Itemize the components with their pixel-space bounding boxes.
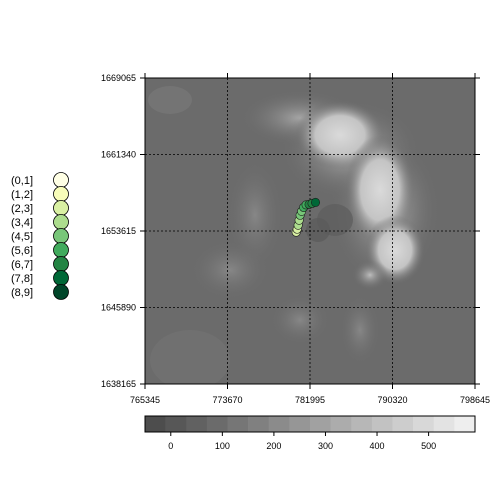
colorbar-bin-12 [392, 416, 414, 432]
y-tick-label: 1638165 [101, 379, 136, 389]
legend-label: (5,6] [11, 245, 33, 257]
colorbar-bin-13 [413, 416, 435, 432]
colorbar-bin-1 [165, 416, 187, 432]
legend-label: (8,9] [11, 287, 33, 299]
point-markers [291, 197, 320, 237]
legend-swatch-8 [53, 284, 69, 300]
legend-swatch-6 [53, 256, 69, 272]
y-tick-label: 1645890 [101, 303, 136, 313]
terrain-shading [148, 86, 440, 384]
colorbar-frame [144, 415, 476, 433]
colorbar-bin-8 [310, 416, 331, 432]
legend-swatch-1 [53, 186, 69, 202]
colorbar-bin-10 [351, 416, 373, 432]
colorbar-bin-0 [145, 416, 166, 432]
point-10 [310, 197, 320, 207]
legend-label: (7,8] [11, 273, 33, 285]
colorbar-bin-11 [371, 416, 393, 432]
colorbar-tick-label: 200 [266, 441, 281, 451]
x-axis: 765345 773670 781995 790320 798645 [130, 73, 490, 405]
legend-label: (1,2] [11, 189, 33, 201]
legend-label: (2,3] [11, 203, 33, 215]
colorbar-tick-label: 500 [421, 441, 436, 451]
x-tick-label: 781995 [295, 395, 325, 405]
y-tick-label: 1653615 [101, 226, 136, 236]
y-tick-label: 1661340 [101, 150, 136, 160]
y-axis: 1638165 1645890 1653615 1661340 1669065 [101, 73, 480, 389]
x-tick-label: 798645 [460, 395, 490, 405]
colorbar: 0 100 200 300 400 500 [144, 415, 476, 451]
colorbar-tick-label: 400 [370, 441, 385, 451]
colorbar-bin-15 [454, 416, 476, 432]
legend-label: (3,4] [11, 217, 33, 229]
x-tick-label: 773670 [212, 395, 242, 405]
raster-panel [144, 77, 476, 385]
colorbar-bin-14 [433, 416, 455, 432]
y-tick-label: 1669065 [101, 73, 136, 83]
legend-swatch-0 [53, 172, 69, 188]
colorbar-tick-label: 300 [318, 441, 333, 451]
colorbar-bin-6 [268, 416, 290, 432]
legend-swatch-2 [53, 200, 69, 216]
colorbar-bin-4 [227, 416, 249, 432]
point-legend: (0,1] (1,2] (2,3] (3,4] (4,5] (5,6] (6,7] (7,8]… [11, 172, 69, 300]
x-tick-label: 765345 [130, 395, 160, 405]
colorbar-bin-3 [206, 416, 228, 432]
legend-label: (6,7] [11, 259, 33, 271]
colorbar-bin-7 [289, 416, 311, 432]
legend-label: (4,5] [11, 231, 33, 243]
legend-swatch-4 [53, 228, 69, 244]
legend-swatch-5 [53, 242, 69, 258]
colorbar-tick-label: 0 [168, 441, 173, 451]
colorbar-bin-2 [186, 416, 208, 432]
colorbar-tick-label: 100 [215, 441, 230, 451]
x-tick-label: 790320 [377, 395, 407, 405]
colorbar-bin-5 [248, 416, 270, 432]
legend-swatch-3 [53, 214, 69, 230]
colorbar-bin-9 [330, 416, 352, 432]
legend-label: (0,1] [11, 175, 33, 187]
legend-swatch-7 [53, 270, 69, 286]
